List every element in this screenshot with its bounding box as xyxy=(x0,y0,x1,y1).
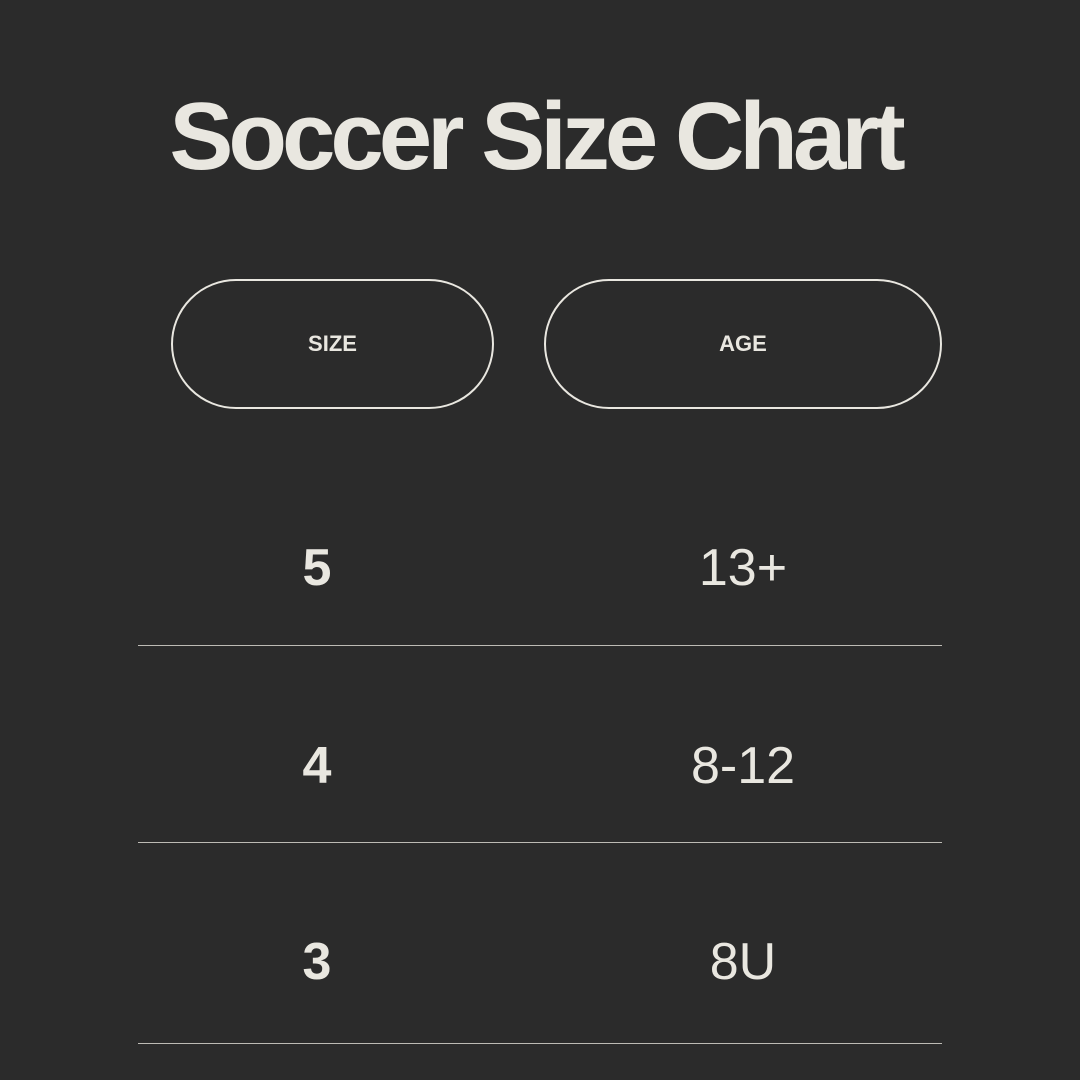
row-divider xyxy=(138,842,942,843)
row-3-age: 8U xyxy=(709,933,777,991)
row-3-size: 3 xyxy=(302,933,332,991)
size-header: SIZE xyxy=(171,279,494,409)
age-header-label: AGE xyxy=(719,331,767,356)
row-divider xyxy=(138,1043,942,1044)
age-header: AGE xyxy=(544,279,942,409)
row-2-size: 4 xyxy=(302,737,332,795)
page-title: Soccer Size Chart xyxy=(169,83,905,190)
row-1-age: 13+ xyxy=(698,539,788,597)
row-divider xyxy=(138,645,942,646)
row-2-age: 8-12 xyxy=(690,737,796,795)
size-header-label: SIZE xyxy=(308,331,357,356)
row-1-size: 5 xyxy=(302,539,332,597)
